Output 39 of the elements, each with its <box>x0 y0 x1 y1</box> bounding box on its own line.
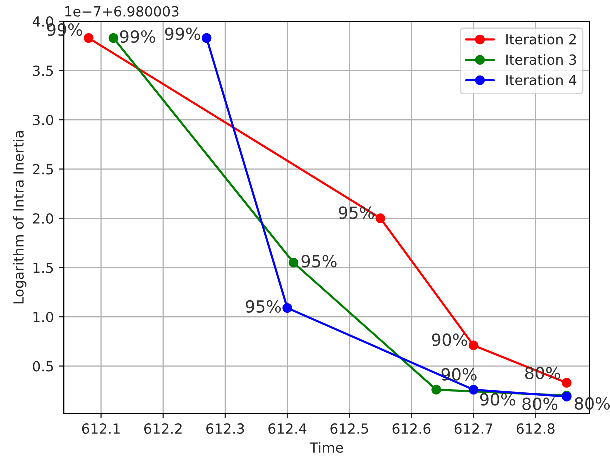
text: 1e−7+6.980003 <box>66 6 179 17</box>
legend-label: Iteration 3 <box>506 54 576 66</box>
point <box>468 340 479 350</box>
x-tick-label: 612.8 <box>516 424 555 434</box>
y-tick-label: 1.0 <box>34 312 54 323</box>
point <box>432 385 442 395</box>
x-tick-label: 612.6 <box>392 424 431 434</box>
annotation: 99% <box>165 28 200 40</box>
x-tick-label: 612.4 <box>268 424 307 434</box>
y-tick-label: 1.5 <box>34 262 54 274</box>
point <box>202 33 212 44</box>
annotation: 80% <box>522 398 558 410</box>
annotation: 90% <box>442 368 477 381</box>
annotation: 95% <box>246 300 282 314</box>
point <box>562 378 572 388</box>
point <box>108 33 119 44</box>
y-axis-title: Logarithm of Intra Inertia <box>13 131 27 304</box>
legend-label: Iteration 4 <box>506 74 577 86</box>
point <box>282 303 292 314</box>
x-tick-label: 612.5 <box>330 424 368 434</box>
annotation: 90% <box>432 334 468 346</box>
x-tick-label: 612.2 <box>144 424 182 434</box>
x-tick-label: 612.1 <box>82 424 120 434</box>
point <box>84 33 94 44</box>
point <box>468 385 479 395</box>
annotation: 99% <box>120 30 156 44</box>
x-tick-label: 612.3 <box>206 424 244 434</box>
y-tick-label: 2.0 <box>33 214 54 224</box>
y-tick-label: 3.5 <box>33 66 54 76</box>
x-tick-label: 612.7 <box>454 424 492 434</box>
point <box>376 214 386 224</box>
point <box>288 258 299 268</box>
y-tick-label: 0.5 <box>33 361 54 372</box>
y-tick-label: 2.5 <box>33 164 54 175</box>
legend-label: Iteration 2 <box>506 34 576 45</box>
x-axis-title: Time <box>310 442 344 454</box>
annotation: 95% <box>302 255 337 268</box>
y-tick-label: 3.0 <box>33 115 54 126</box>
annotation: 90% <box>480 393 516 406</box>
